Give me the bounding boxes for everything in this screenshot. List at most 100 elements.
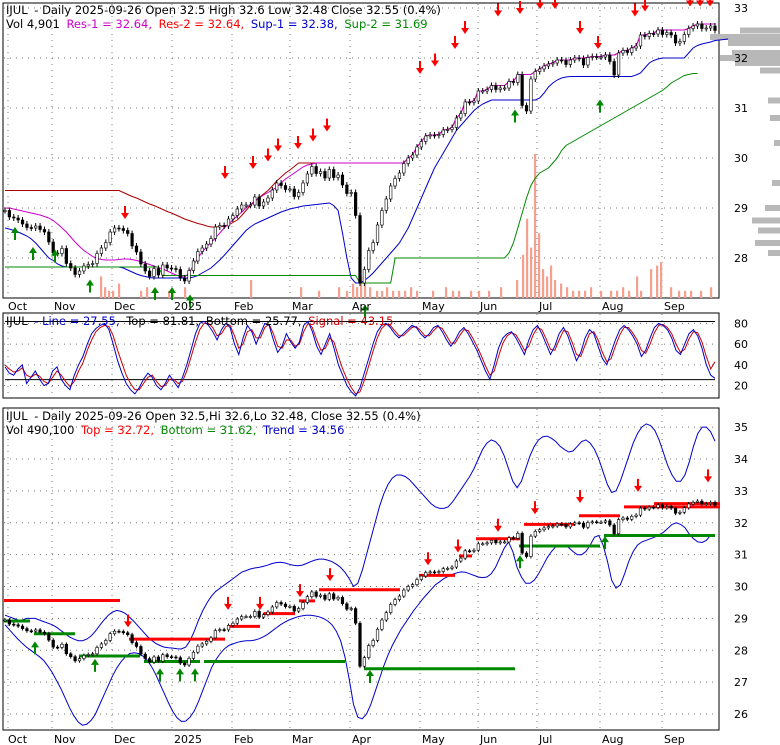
- volume-bar: [346, 290, 349, 298]
- volume-bar: [546, 276, 549, 298]
- candle-body: [599, 56, 603, 59]
- arrow-head: [576, 497, 584, 504]
- stoch-signal-label: Signal = 43.15: [308, 314, 393, 328]
- sell-arrow: [323, 118, 331, 132]
- volume-bar: [386, 287, 389, 298]
- arrow-head: [264, 155, 272, 162]
- candle-body: [687, 503, 691, 509]
- sell-arrow: [124, 614, 132, 628]
- volume-profile-bar: [732, 50, 780, 56]
- sell-arrow: [121, 206, 129, 219]
- arrow-head: [224, 603, 232, 610]
- volume-bar: [360, 276, 363, 298]
- arrow-head: [576, 28, 584, 34]
- price-header-line1: IJUL - Daily 2025-09-26 Open 32.5 High 3…: [6, 3, 441, 17]
- arrow-head: [31, 641, 39, 648]
- candle-body: [345, 184, 349, 194]
- candle-body: [669, 32, 673, 36]
- candle-body: [533, 531, 537, 537]
- arrow-head: [696, 0, 704, 7]
- candle-body: [323, 594, 327, 600]
- volume-bar: [526, 218, 529, 298]
- candle-body: [148, 658, 152, 663]
- volume-bar: [392, 290, 395, 298]
- candle-body: [345, 603, 349, 610]
- candle-body: [397, 595, 402, 600]
- candle-body: [590, 56, 594, 58]
- sell-arrow: [631, 3, 639, 17]
- bollinger-panel-frame: [2, 407, 720, 731]
- candle-body: [69, 263, 73, 269]
- candle-body: [691, 502, 695, 505]
- y-tick-label: 32: [734, 52, 748, 65]
- candle-body: [126, 230, 130, 234]
- candle-body: [156, 268, 160, 276]
- candle-body: [713, 502, 717, 506]
- candle-body: [336, 174, 340, 178]
- candle-body: [112, 227, 117, 233]
- candle-body: [454, 560, 459, 568]
- candle-body: [410, 154, 415, 159]
- candle-body: [542, 527, 546, 531]
- candle-body: [489, 540, 494, 544]
- volume-profile-bar: [758, 227, 780, 234]
- candle-body: [183, 662, 187, 666]
- candle-body: [700, 23, 704, 29]
- sell-arrow: [494, 518, 502, 532]
- candle-body: [169, 656, 174, 658]
- candle-body: [275, 182, 279, 191]
- candle-body: [419, 141, 423, 148]
- volume-bar: [172, 290, 175, 298]
- bollinger-header-line1: IJUL - Daily 2025-09-26 Open 32.5,Hi 32.…: [6, 409, 421, 423]
- candle-body: [156, 656, 160, 662]
- sell-arrow: [576, 490, 584, 504]
- x-tick-label: Sep: [664, 300, 685, 313]
- candle-body: [261, 614, 266, 618]
- candle-body: [143, 653, 147, 659]
- candle-body: [687, 28, 691, 35]
- candle-body: [432, 571, 437, 574]
- volume-bar: [670, 287, 673, 298]
- candle-body: [652, 33, 656, 35]
- arrow-head: [531, 508, 539, 515]
- buy-arrow: [186, 294, 194, 308]
- candle-body: [213, 630, 217, 639]
- candle-body: [524, 552, 529, 557]
- candle-body: [104, 242, 108, 249]
- buy-arrow: [51, 249, 59, 263]
- buy-arrow: [176, 668, 184, 682]
- bollinger-signal-arrows: [31, 469, 712, 684]
- sell-arrow: [294, 136, 302, 149]
- candle-body: [568, 59, 572, 65]
- candle-body: [665, 506, 669, 509]
- candle-body: [406, 586, 410, 591]
- stoch-bottom-label: Bottom = 25.77,: [206, 314, 302, 328]
- candle-body: [375, 628, 380, 641]
- bollinger-y-axis: 26 27 28 29 30 31 32 33 34 35: [734, 421, 748, 721]
- candle-body: [397, 172, 402, 179]
- candle-body: [20, 625, 25, 629]
- candle-body: [187, 270, 191, 282]
- candle-body: [77, 658, 82, 662]
- sell-arrow: [451, 36, 459, 49]
- candle-body: [546, 63, 551, 67]
- candle-body: [634, 45, 638, 49]
- candle-body: [240, 204, 244, 210]
- volume-bar: [398, 290, 401, 298]
- candle-body: [713, 25, 717, 31]
- candle-body: [301, 602, 305, 609]
- y-tick-label: 27: [734, 676, 748, 689]
- candle-body: [612, 61, 616, 76]
- sup1-label: Sup-1 = 32.38,: [251, 17, 338, 31]
- candle-body: [450, 127, 454, 130]
- arrow-head: [51, 249, 59, 256]
- volume-bar: [381, 290, 384, 298]
- candle-body: [310, 166, 314, 175]
- y-tick-label: 28: [734, 252, 748, 265]
- candle-body: [682, 34, 686, 42]
- volume-bar: [300, 287, 303, 298]
- candle-body: [310, 591, 314, 598]
- volume-bar: [534, 154, 537, 298]
- candle-body: [467, 101, 472, 104]
- candle-body: [77, 270, 82, 275]
